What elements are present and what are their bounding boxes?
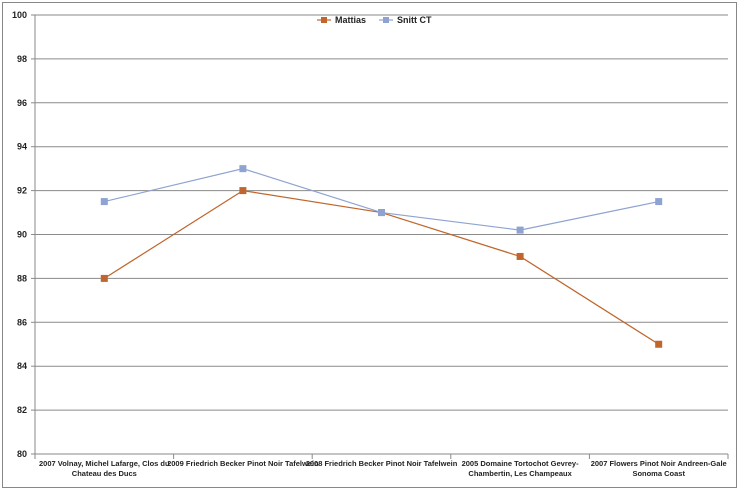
y-axis-ticks: 80 82 84 86 88 90 92 94 96 98 100: [12, 10, 35, 459]
x-tick-label-line: 2007 Flowers Pinot Noir Andreen-Gale: [591, 459, 727, 468]
y-tick-label-84: 84: [17, 361, 27, 371]
legend: Mattias Snitt CT: [317, 15, 432, 25]
data-point-mattias-5: [655, 340, 663, 348]
legend-label-snitt-ct: Snitt CT: [397, 15, 432, 25]
data-point-snitt-ct-3: [378, 209, 385, 217]
y-tick-label-100: 100: [12, 10, 27, 20]
y-tick-label-94: 94: [17, 142, 27, 152]
data-point-mattias-4: [516, 252, 524, 260]
legend-marker-snitt-ct: [383, 17, 389, 23]
data-point-snitt-ct-4: [516, 226, 524, 234]
legend-label-mattias: Mattias: [335, 15, 366, 25]
gridlines: [35, 14, 728, 455]
x-tick-label-line: 2007 Volnay, Michel Lafarge, Clos du: [39, 459, 170, 468]
x-tick-label-1: 2007 Volnay, Michel Lafarge, Clos du Chat…: [39, 459, 170, 478]
x-tick-label-line: Chateau des Ducs: [72, 469, 137, 478]
data-point-snitt-ct-1: [100, 198, 108, 206]
data-point-mattias-2: [239, 187, 247, 195]
y-tick-label-96: 96: [17, 98, 27, 108]
x-tick-label-line: Sonoma Coast: [632, 469, 685, 478]
x-tick-label-line: 2009 Friedrich Becker Pinot Noir Tafelwe…: [167, 459, 319, 468]
y-tick-label-92: 92: [17, 186, 27, 196]
series-line-snitt-ct: [104, 168, 659, 231]
data-point-snitt-ct-2: [239, 165, 247, 173]
x-tick-label-line: Chambertin, Les Champeaux: [468, 469, 572, 478]
series-group: [100, 165, 663, 348]
y-tick-label-98: 98: [17, 54, 27, 64]
data-point-mattias-1: [100, 274, 108, 282]
x-axis-labels: 2007 Volnay, Michel Lafarge, Clos du Chat…: [39, 459, 727, 478]
x-tick-label-4: 2005 Domaine Tortochot Gevrey-Chambertin…: [462, 459, 579, 478]
axes: [34, 15, 729, 459]
chart-frame: [2, 2, 737, 488]
y-tick-label-88: 88: [17, 273, 27, 283]
y-tick-label-80: 80: [17, 449, 27, 459]
x-tick-label-2: 2009 Friedrich Becker Pinot Noir Tafelwe…: [167, 459, 319, 468]
y-tick-label-82: 82: [17, 405, 27, 415]
x-tick-label-5: 2007 Flowers Pinot Noir Andreen-Gale Sono…: [591, 459, 727, 478]
data-point-snitt-ct-5: [655, 198, 663, 206]
y-tick-label-86: 86: [17, 317, 27, 327]
y-tick-label-90: 90: [17, 230, 27, 240]
x-tick-label-line: 2008 Friedrich Becker Pinot Noir Tafelwe…: [306, 459, 458, 468]
legend-marker-mattias: [321, 17, 327, 23]
x-tick-label-3: 2008 Friedrich Becker Pinot Noir Tafelwe…: [306, 459, 458, 468]
x-tick-label-line: 2005 Domaine Tortochot Gevrey-: [462, 459, 579, 468]
